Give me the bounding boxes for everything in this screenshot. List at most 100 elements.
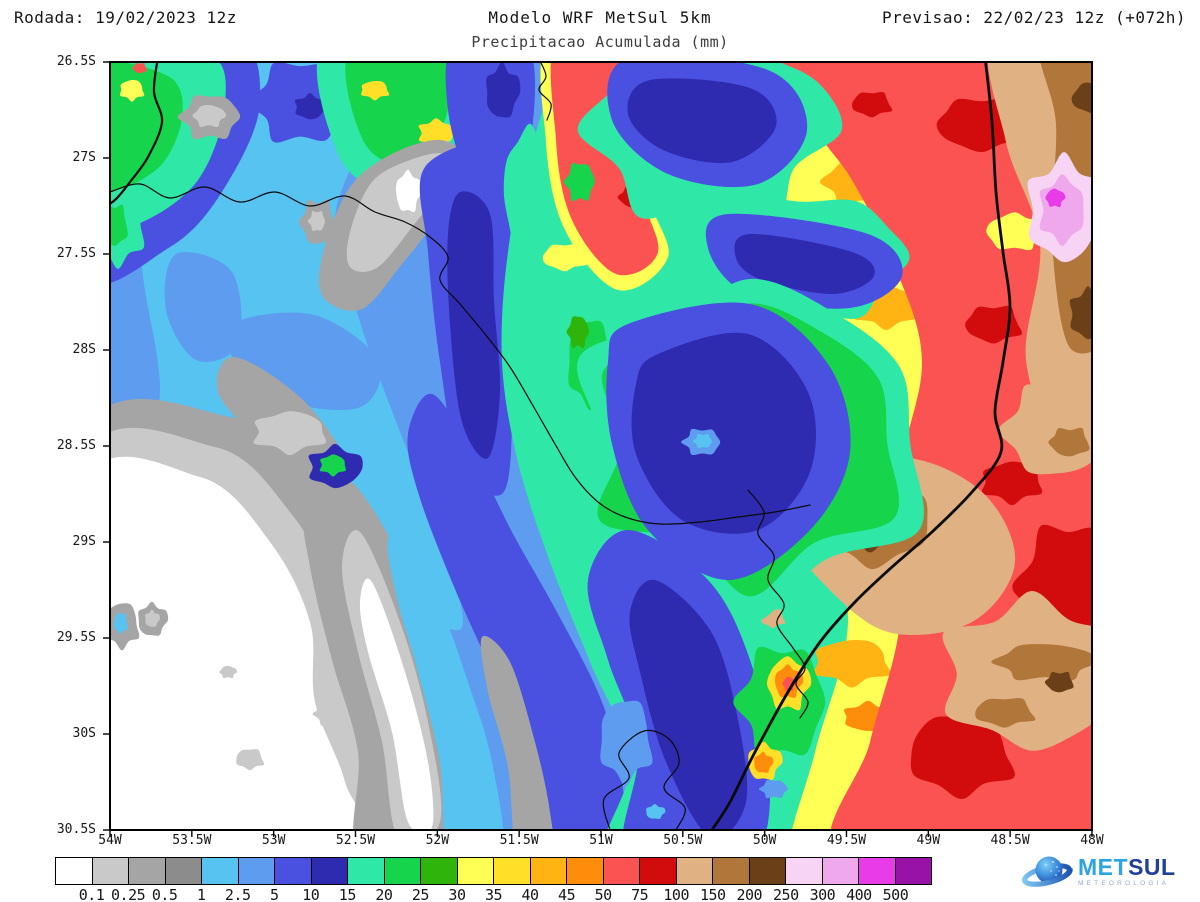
precip-region-lg <box>192 104 227 128</box>
legend-value-label: 0.5 <box>151 886 178 902</box>
precip-region-dr <box>1012 524 1092 650</box>
legend-value-label: 1 <box>196 886 206 902</box>
precip-region-gr <box>319 454 346 477</box>
legend-value-label: 40 <box>521 886 540 902</box>
legend-value-label: 50 <box>594 886 613 902</box>
legend-color-cell <box>456 858 493 884</box>
legend-color-cell <box>420 858 457 884</box>
model-title: Modelo WRF MetSul 5km <box>488 8 712 27</box>
precip-region-nv <box>294 93 327 120</box>
precip-region-br <box>1048 427 1090 457</box>
legend-color-cell <box>821 858 858 884</box>
legend-value-label: 250 <box>773 886 799 902</box>
legend-value-label: 35 <box>484 886 503 902</box>
precip-region-or <box>754 751 774 773</box>
precip-region-rd <box>132 62 147 74</box>
legend-value-label: 500 <box>882 886 909 902</box>
lat-tick-label: 28.5S <box>56 438 96 453</box>
precip-region-db <box>1071 82 1092 114</box>
legend-value-label: 45 <box>558 886 576 902</box>
precip-region-lg <box>312 701 346 727</box>
precip-scale-values: 0.1 0.25 0.5 1 2.5 5 10 15 20 25 30 35 40 45 50 75 100 15… <box>55 886 932 902</box>
precip-region-db <box>1044 671 1074 693</box>
legend-color-cell <box>383 858 420 884</box>
legend-color-cell <box>675 858 712 884</box>
legend-value-label: 0.1 <box>78 886 105 902</box>
lon-tick-label: 48.5W <box>990 833 1030 848</box>
lon-tick-label: 51.5W <box>499 833 539 848</box>
precip-region-sky <box>692 433 712 448</box>
legend-color-cell <box>894 858 931 884</box>
logo-wordmark: METSUL <box>1078 856 1176 879</box>
precip-region-nv <box>631 332 816 534</box>
legend-color-cell <box>858 858 895 884</box>
precip-region-nv <box>627 78 777 164</box>
precip-region-gd <box>418 118 454 148</box>
precip-region-m2 <box>1045 188 1066 208</box>
lat-tick-label: 29.5S <box>56 630 96 645</box>
precip-region-lg <box>236 749 265 771</box>
state-border-line <box>110 183 811 525</box>
precip-region-lg <box>307 210 325 231</box>
precip-region-br <box>991 644 1092 681</box>
run-label: Rodada: 19/02/2023 12z <box>14 8 237 27</box>
logo-sul: SUL <box>1128 854 1176 881</box>
legend-color-cell <box>639 858 676 884</box>
precip-region-db <box>1069 286 1092 340</box>
legend-value-label: 150 <box>699 886 726 902</box>
lat-tick-label: 27.5S <box>56 246 96 261</box>
longitude-axis: 54W 53.5W 53W 52.5W 52W 51.5W 51W 50.5W 50W 49.5W… <box>98 833 1103 849</box>
state-border-line <box>538 62 552 121</box>
metsul-logo: METSUL METEOROLOGIA <box>1022 848 1192 896</box>
precip-region-yl <box>542 243 588 272</box>
precip-region-yl <box>119 79 145 102</box>
precip-region-rd <box>782 676 796 692</box>
legend-value-label: 300 <box>809 886 836 902</box>
legend-color-cell <box>164 858 201 884</box>
logo-met: MET <box>1078 854 1129 881</box>
legend-value-label: 5 <box>269 886 279 902</box>
precip-region-gr <box>110 204 128 246</box>
legend-color-cell <box>347 858 384 884</box>
legend-color-cell <box>201 858 238 884</box>
lon-tick-label: 51W <box>589 833 613 848</box>
precip-region-nv <box>629 579 748 830</box>
precip-region-w <box>110 456 371 830</box>
precip-region-cb <box>164 252 242 362</box>
legend-color-cell <box>602 858 639 884</box>
precip-region-dgr <box>566 316 590 349</box>
legend-value-label: 75 <box>631 886 649 902</box>
lon-tick-label: 53.5W <box>172 833 212 848</box>
legend-value-label: 10 <box>302 886 320 902</box>
legend-value-label: 100 <box>663 886 689 902</box>
precip-region-br <box>975 698 1036 728</box>
lat-tick-label: 30.5S <box>56 822 96 837</box>
legend-color-cell <box>128 858 165 884</box>
precip-region-mg <box>480 635 553 830</box>
latitude-axis: 26.5S 27S 27.5S 28S 28.5S 29S 29.5S 30S 30.5S <box>0 54 104 837</box>
lon-tick-label: 50.5W <box>663 833 703 848</box>
coastline <box>710 62 1012 830</box>
forecast-label: Previsao: 22/02/23 12z (+072h) <box>882 8 1186 27</box>
map-frame <box>109 61 1093 831</box>
metsul-globe-icon <box>1022 856 1073 887</box>
precip-region-sky <box>113 612 129 635</box>
lon-tick-label: 53W <box>261 833 286 848</box>
legend-color-cell <box>274 858 311 884</box>
precip-region-gd <box>361 81 390 101</box>
lat-tick-label: 26.5S <box>56 54 96 69</box>
legend-value-label: 25 <box>411 886 430 902</box>
precip-region-w <box>396 169 423 212</box>
precip-region-lg <box>219 665 238 679</box>
lat-tick-label: 28S <box>72 342 96 357</box>
precip-region-ry <box>407 393 629 830</box>
legend-color-cell <box>237 858 274 884</box>
precip-region-sky <box>646 804 666 819</box>
precip-color-scale <box>55 857 932 885</box>
legend-color-cell <box>91 858 128 884</box>
precip-region-nv <box>734 233 875 295</box>
legend-value-label: 30 <box>448 886 466 902</box>
legend-color-cell <box>56 858 92 884</box>
lon-tick-label: 49.5W <box>826 833 867 848</box>
